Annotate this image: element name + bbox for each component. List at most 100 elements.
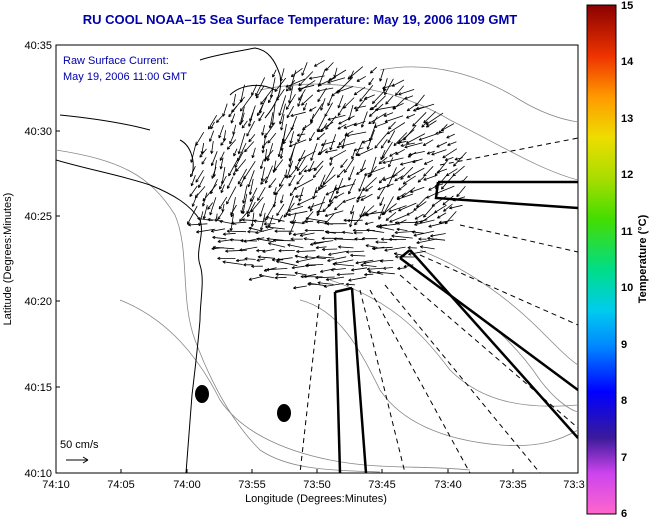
current-vector [344, 158, 355, 174]
current-vector [263, 222, 276, 226]
current-vector [368, 112, 387, 125]
current-vector [296, 156, 306, 172]
colorbar-tick: 11 [621, 226, 633, 238]
current-vector [302, 121, 313, 131]
current-vector [392, 103, 404, 109]
colorbar-tick: 10 [621, 282, 633, 294]
current-vector [321, 236, 343, 240]
current-vector [292, 232, 306, 237]
current-vector [374, 133, 388, 149]
current-vector [323, 283, 344, 288]
current-vector [287, 210, 308, 217]
current-vector [239, 211, 248, 222]
current-vector [262, 249, 275, 253]
current-vector [279, 68, 285, 82]
current-vector [449, 204, 463, 210]
current-vector [404, 95, 414, 100]
current-vector [461, 175, 468, 184]
current-vector [240, 204, 244, 214]
current-vector [317, 148, 328, 156]
current-vector [313, 59, 325, 67]
current-vector [273, 238, 295, 243]
current-vector [299, 232, 315, 237]
current-vector [335, 86, 354, 94]
current-vector [452, 196, 466, 202]
current-vector [285, 93, 296, 110]
current-vector [329, 157, 333, 166]
current-vector [413, 201, 427, 211]
current-vector [256, 258, 266, 262]
current-vector [327, 94, 334, 107]
current-vector [423, 166, 434, 177]
current-vector [239, 246, 258, 252]
current-vector [414, 214, 424, 220]
colorbar-tick: 7 [621, 452, 627, 464]
current-vector [342, 197, 356, 203]
current-vector [300, 274, 323, 279]
current-vector [239, 93, 254, 112]
current-vector [389, 214, 407, 223]
current-vector [400, 159, 418, 166]
current-vector [412, 112, 427, 127]
current-vector [365, 244, 378, 248]
current-vector [378, 176, 385, 184]
current-vector [431, 195, 447, 207]
current-vector [327, 77, 346, 84]
current-vector [294, 254, 308, 259]
current-vector [315, 276, 335, 280]
current-vector [388, 157, 394, 168]
current-vector [219, 175, 227, 190]
y-tick-label: 40:30 [24, 126, 52, 138]
current-vector [320, 174, 336, 188]
current-vector [318, 77, 336, 86]
current-vector [190, 141, 197, 163]
y-axis: 40:35 40:30 40:25 40:20 40:15 40:10 [24, 40, 60, 480]
current-vector [282, 125, 295, 145]
x-tick-label: 73:55 [238, 479, 266, 491]
current-vector [423, 111, 437, 124]
current-vector [382, 157, 404, 164]
current-vector [423, 175, 436, 181]
current-vector [436, 141, 448, 148]
current-vector [247, 201, 256, 218]
current-vector [382, 84, 395, 90]
current-vector [363, 259, 384, 265]
current-vector [211, 166, 217, 179]
current-vector [366, 228, 385, 233]
current-vector [228, 159, 238, 177]
current-vector [334, 192, 345, 199]
current-vector [200, 142, 205, 155]
current-vector [229, 213, 234, 232]
current-vector [353, 231, 363, 235]
current-vector [364, 221, 374, 226]
current-vector [187, 223, 208, 227]
current-vector [260, 87, 274, 105]
current-vector [274, 276, 287, 280]
current-vector [289, 131, 294, 144]
x-tick-label: 73:35 [499, 479, 527, 491]
current-vector [454, 157, 463, 161]
current-vector [276, 88, 285, 101]
current-vector [384, 115, 404, 123]
current-vector [440, 174, 455, 190]
current-vector [285, 80, 296, 92]
current-vector [364, 211, 383, 216]
current-vector [366, 267, 383, 271]
current-vector [416, 238, 438, 245]
current-vector [297, 84, 315, 91]
colorbar-tick: 12 [621, 169, 633, 181]
current-vector [373, 122, 388, 128]
current-vector [242, 185, 248, 204]
current-vector [279, 177, 285, 187]
coverage-sectors [299, 137, 578, 473]
current-vector [332, 262, 355, 267]
current-vector [261, 132, 267, 154]
current-vector [279, 148, 284, 159]
current-vector [414, 219, 428, 224]
current-vector [298, 165, 308, 176]
current-vector [210, 140, 214, 154]
current-vector [270, 103, 276, 126]
current-vector [278, 103, 286, 125]
current-vector [296, 133, 306, 137]
current-vector [274, 77, 287, 93]
